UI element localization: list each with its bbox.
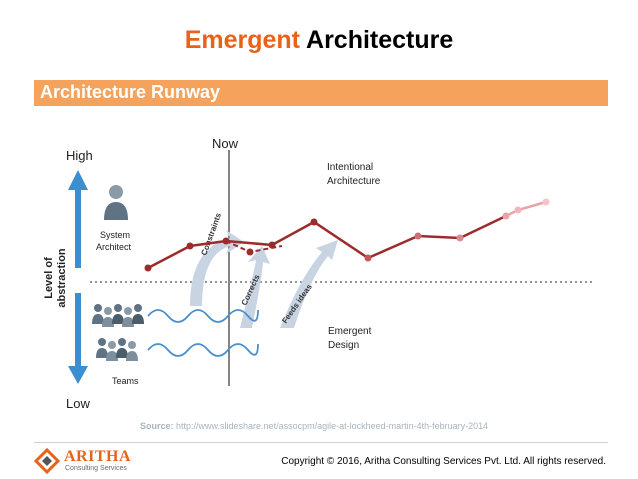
emergent-line2: Design	[328, 340, 359, 351]
architecture-runway-diagram: High Low Level of abstraction System Arc…	[43, 136, 595, 411]
footer-divider	[34, 442, 608, 443]
corrects-arrow	[240, 246, 270, 328]
banner-label: Architecture Runway	[40, 82, 221, 102]
feeds-label: Feeds ideas	[280, 282, 314, 325]
title-accent: Emergent	[184, 26, 300, 54]
down-arrow-icon	[68, 293, 88, 384]
system-architect-line1: System	[100, 230, 130, 240]
title-rest: Architecture	[300, 26, 454, 54]
axis-label-line1: Level of	[43, 257, 55, 299]
team-icon	[92, 304, 144, 327]
high-label: High	[66, 148, 93, 163]
emergent-line1: Emergent	[328, 326, 372, 337]
system-architect-icon	[104, 185, 128, 220]
logo-brand: ARITHA	[64, 448, 132, 465]
logo-tagline: Consulting Services	[65, 465, 127, 472]
intentional-line2: Architecture	[327, 176, 381, 187]
aritha-logo: ARITHA Consulting Services	[34, 448, 154, 474]
section-banner: Architecture Runway	[34, 80, 608, 106]
constraints-arrow	[190, 230, 244, 306]
up-arrow-icon	[68, 170, 88, 268]
emergent-wave	[147, 309, 259, 323]
source-note: Source: http://www.slideshare.net/assocp…	[140, 421, 488, 431]
now-label: Now	[212, 136, 239, 151]
low-label: Low	[66, 396, 90, 411]
intentional-points	[144, 198, 550, 272]
feeds-arrow	[280, 240, 338, 328]
source-prefix: Source:	[140, 421, 174, 431]
diamond-logo-icon	[34, 448, 60, 474]
source-url[interactable]: http://www.slideshare.net/assocpm/agile-…	[173, 421, 489, 431]
team-icon	[96, 338, 138, 361]
emergent-wave	[147, 343, 259, 357]
intentional-line1: Intentional	[327, 162, 373, 173]
intentional-line-faded	[505, 200, 547, 218]
axis-label-line2: abstraction	[56, 248, 68, 308]
page-title: Emergent Architecture	[0, 26, 638, 55]
teams-label: Teams	[112, 376, 139, 386]
system-architect-line2: Architect	[96, 242, 132, 252]
copyright-text: Copyright © 2016, Aritha Consulting Serv…	[281, 456, 606, 467]
